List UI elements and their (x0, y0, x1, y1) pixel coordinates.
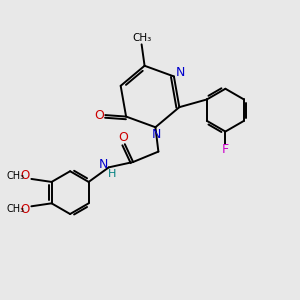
Text: O: O (118, 131, 128, 144)
Text: N: N (99, 158, 108, 172)
Text: N: N (152, 128, 162, 141)
Text: H: H (108, 169, 116, 179)
Text: O: O (94, 109, 104, 122)
Text: O: O (20, 203, 29, 216)
Text: CH₃: CH₃ (132, 33, 151, 43)
Text: F: F (222, 143, 229, 157)
Text: N: N (176, 66, 185, 80)
Text: O: O (20, 169, 29, 182)
Text: CH₃: CH₃ (6, 171, 24, 181)
Text: CH₃: CH₃ (6, 204, 24, 214)
